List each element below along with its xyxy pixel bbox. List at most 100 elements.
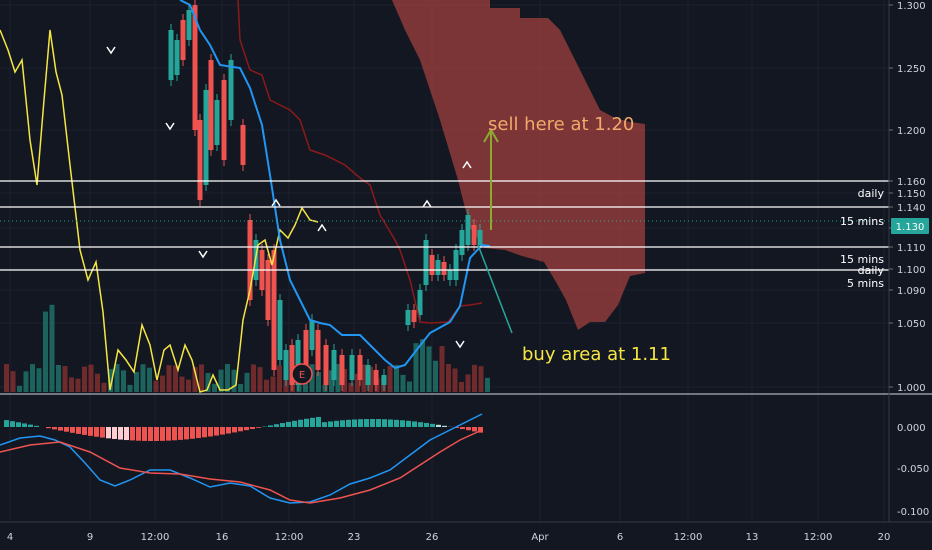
level-label: 15 mins <box>840 215 884 228</box>
candle-body <box>417 290 423 315</box>
volume-bar <box>147 367 152 392</box>
price-tick-label: 1.000 <box>897 383 926 394</box>
macd-bar <box>196 427 201 439</box>
volume-bar <box>231 369 237 392</box>
candle-body <box>168 30 174 80</box>
volume-bar <box>101 382 107 392</box>
volume-bar <box>75 378 81 392</box>
macd-bar <box>304 418 309 427</box>
macd-bar <box>172 427 177 441</box>
volume-bar <box>36 368 42 392</box>
macd-bar <box>298 419 303 427</box>
macd-bar <box>136 427 141 441</box>
volume-bar <box>387 366 393 392</box>
price-tick-label: 1.160 <box>897 177 926 188</box>
candle-body <box>323 345 329 385</box>
candle-body <box>447 270 453 280</box>
macd-bar <box>280 423 285 427</box>
macd-bar <box>460 427 465 430</box>
price-badge-label: 1.130 <box>896 222 925 233</box>
macd-bar <box>166 427 171 441</box>
macd-bar <box>232 427 237 433</box>
volume-bar <box>439 346 445 392</box>
sell-arrow <box>483 128 499 230</box>
volume-bar <box>49 304 55 392</box>
macd-bar <box>208 427 213 437</box>
candle-body <box>331 350 337 380</box>
candle-body <box>289 345 295 385</box>
time-tick-label: 20 <box>878 532 891 543</box>
volume-bar <box>264 379 269 392</box>
volume-bar <box>4 364 9 392</box>
volume-bar <box>485 377 490 392</box>
macd-bar <box>220 427 225 435</box>
volume-bar <box>277 365 282 392</box>
macd-bar <box>22 423 27 427</box>
volume-bar <box>179 376 185 392</box>
price-tick-label: 1.200 <box>897 126 926 137</box>
volume-bar <box>361 364 367 392</box>
level-label: daily <box>858 264 885 277</box>
candle-body <box>186 10 192 40</box>
volume-bar <box>322 384 328 392</box>
event-marker-label: E <box>299 370 305 381</box>
macd-bar <box>436 424 441 427</box>
macd-bar <box>268 425 273 427</box>
macd-bar <box>256 427 261 428</box>
volume-bar <box>121 370 126 392</box>
macd-bar <box>466 427 471 431</box>
volume-bar <box>348 382 354 392</box>
volume-bar <box>199 364 204 392</box>
macd-bar <box>418 422 423 427</box>
macd-bar <box>382 419 387 427</box>
macd-bar <box>160 427 165 441</box>
candle-body <box>295 340 301 385</box>
time-tick-label: 12:00 <box>804 532 833 543</box>
macd-bar <box>124 427 129 441</box>
volume-bar <box>244 372 250 392</box>
macd-bar <box>328 421 333 427</box>
candlesticks <box>168 0 483 391</box>
candle-body <box>349 355 355 380</box>
macd-histogram <box>4 416 483 441</box>
volume-bar <box>257 367 263 392</box>
volume-bar <box>446 364 451 392</box>
volume-bar <box>140 364 146 392</box>
time-axis[interactable]: 4 9 12:00 16 12:00 23 26 Apr 6 12:00 13 12:00 20 <box>7 532 891 543</box>
price-badge: 1.130 <box>891 218 929 234</box>
candle-body <box>192 5 198 130</box>
macd-bar <box>292 420 297 427</box>
candle-body <box>247 220 253 300</box>
macd-bar <box>358 419 363 427</box>
volume-bar <box>23 371 29 392</box>
volume-bar <box>56 364 61 392</box>
price-tick-label: 1.100 <box>897 265 926 276</box>
price-tick-label: 1.250 <box>897 64 926 75</box>
volume-bar <box>296 380 302 392</box>
candle-body <box>357 355 363 380</box>
candle-body <box>309 320 315 350</box>
osc-tick-label: -0.050 <box>897 464 929 475</box>
time-tick-label: 12:00 <box>275 532 304 543</box>
candle-body <box>365 365 371 385</box>
price-tick-label: 1.140 <box>897 203 926 214</box>
lagging-span-line <box>0 29 319 393</box>
price-tick-label: 1.150 <box>897 189 926 200</box>
candle-body <box>265 260 271 320</box>
macd-bar <box>388 419 393 427</box>
earnings-event-marker[interactable]: E <box>291 363 313 385</box>
volume-bar <box>173 365 178 392</box>
volume-bar <box>225 364 230 392</box>
volume-bar <box>335 364 341 392</box>
macd-bar <box>424 422 429 427</box>
candle-body <box>465 215 471 245</box>
time-tick-label: 6 <box>617 532 623 543</box>
time-tick-label: 9 <box>87 532 93 543</box>
level-label: 15 mins <box>840 253 884 266</box>
volume-bar <box>212 383 217 392</box>
volume-bar <box>108 369 113 392</box>
macd-bar <box>430 423 435 427</box>
volume-bar <box>218 369 224 392</box>
oscillator-axis[interactable]: 0.000 -0.050 -0.100 <box>897 423 929 518</box>
